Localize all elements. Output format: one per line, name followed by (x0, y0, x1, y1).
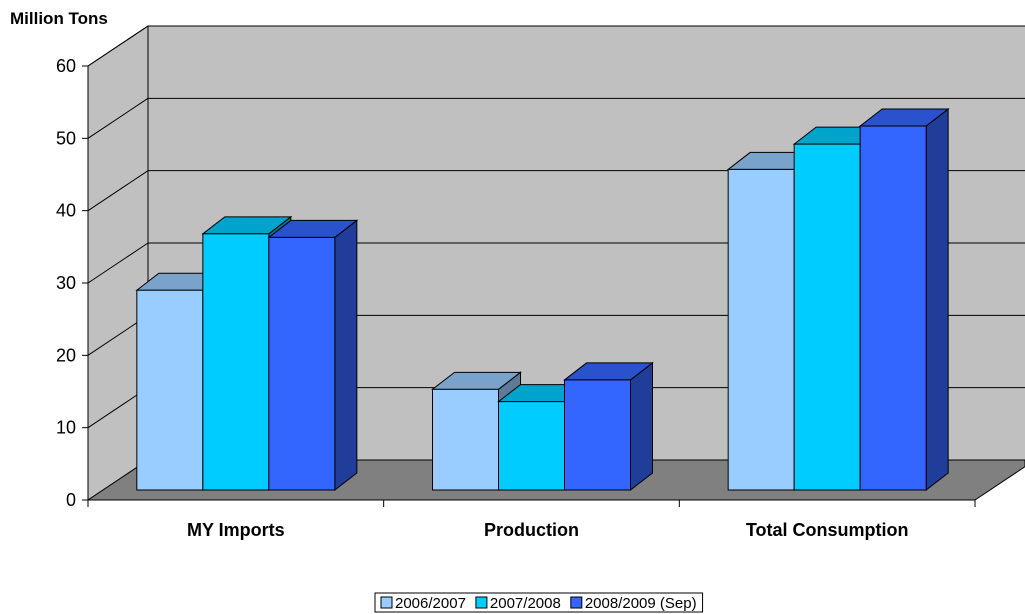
x-category-label: Total Consumption (746, 520, 909, 540)
y-tick-label: 40 (56, 201, 76, 221)
legend-box (374, 592, 704, 613)
gridline-side (87, 242, 149, 284)
bar-front (564, 379, 631, 491)
bar-front (202, 233, 270, 491)
bar-side (334, 219, 358, 492)
y-tick-label: 0 (66, 490, 76, 510)
bar-front (859, 125, 927, 491)
gridline-side (87, 170, 149, 212)
bar-front (136, 289, 204, 491)
legend-swatch (570, 596, 583, 609)
axes (82, 65, 976, 507)
bar-front (727, 168, 795, 491)
bar-front (268, 236, 336, 491)
bar-side (630, 361, 653, 492)
bar (563, 361, 654, 492)
y-tick-labels: 0 10 20 30 40 50 60 (56, 56, 76, 510)
x-category-labels: MY Imports Production Total Consumption (187, 520, 909, 540)
y-tick-label: 20 (56, 345, 76, 365)
legend-item: 2008/2009 (Sep) (570, 595, 697, 612)
legend: 2006/2007 2007/2008 2008/2009 (Sep) (374, 592, 704, 613)
bar-front (498, 401, 565, 491)
legend-label: 2007/2008 (490, 595, 561, 612)
legend-item: 2007/2008 (475, 595, 561, 612)
y-axis-title: Million Tons (10, 9, 108, 28)
y-tick-label: 10 (56, 418, 76, 438)
y-tick-label: 30 (56, 273, 76, 293)
legend-label: 2006/2007 (395, 595, 466, 612)
legend-swatch (475, 596, 488, 609)
y-tick-label: 60 (56, 56, 76, 76)
bar-front (432, 388, 499, 491)
y-tick-label: 50 (56, 128, 76, 148)
bar-front (793, 143, 861, 491)
legend-swatch (380, 596, 393, 609)
bar-side (925, 108, 949, 492)
x-category-label: Production (484, 520, 579, 540)
gridline-side (87, 25, 149, 67)
bars (135, 108, 950, 492)
bar (858, 108, 950, 492)
gridline-side (87, 97, 149, 139)
bar (267, 219, 359, 492)
legend-label: 2008/2009 (Sep) (585, 595, 697, 612)
legend-item: 2006/2007 (380, 595, 466, 612)
x-category-label: MY Imports (187, 520, 285, 540)
